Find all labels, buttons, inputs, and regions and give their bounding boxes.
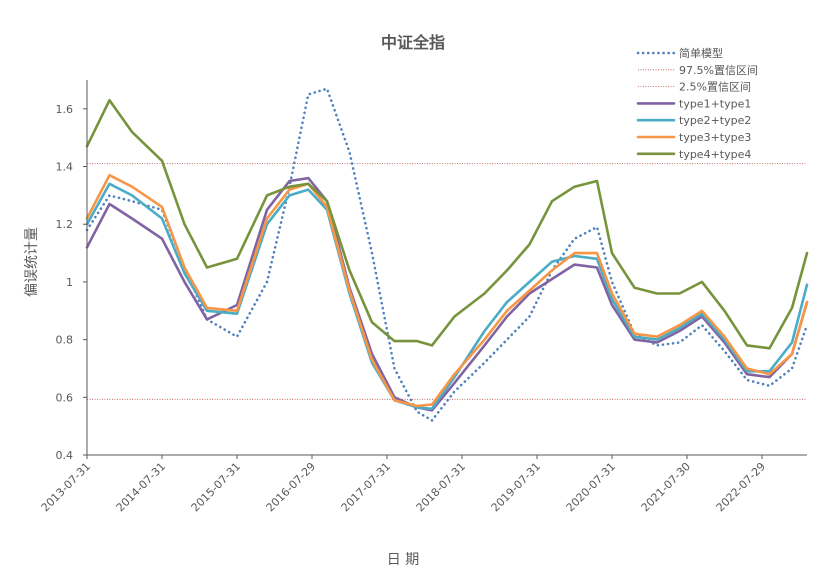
chart-title: 中证全指 <box>381 33 445 52</box>
x-tick-label: 2019-07-31 <box>489 460 543 514</box>
y-axis-label: 偏误统计量 <box>24 227 40 297</box>
y-tick-label: 0.6 <box>56 391 74 404</box>
legend-label-4: type1+type1 <box>679 97 751 110</box>
x-tick-label: 2013-07-31 <box>39 460 93 514</box>
x-tick-label: 2014-07-31 <box>114 460 168 514</box>
plot-area <box>85 87 809 422</box>
legend: 简单模型 97.5%置信区间 2.5%置信区间 type1+type1 type2+ty… <box>636 46 758 161</box>
x-axis-label: 日 期 <box>387 552 419 568</box>
legend-label-7: type4+type4 <box>679 148 751 161</box>
y-tick-label: 1 <box>66 276 73 289</box>
y-tick-label: 0.8 <box>56 334 74 347</box>
legend-label-3: 2.5%置信区间 <box>679 81 751 94</box>
x-tick-label: 2015-07-31 <box>189 460 243 514</box>
series-line-5 <box>85 98 809 350</box>
x-tick-label: 2017-07-31 <box>339 460 393 514</box>
legend-label-2: 97.5%置信区间 <box>679 64 758 77</box>
x-tick-label: 2021-07-30 <box>639 460 693 514</box>
legend-label-5: type2+type2 <box>679 114 751 127</box>
series-line-4 <box>85 173 809 408</box>
legend-label-6: type3+type3 <box>679 131 751 144</box>
x-tick-label: 2016-07-29 <box>264 460 318 514</box>
x-tick-label: 2020-07-31 <box>564 460 618 514</box>
y-tick-label: 1.4 <box>56 161 74 174</box>
x-tick-label: 2018-07-31 <box>414 460 468 514</box>
axes: 0.4 0.6 0.8 1 1.2 1.4 1.6 2013-07-31 2014-07-31 2… <box>39 80 807 514</box>
y-tick-label: 1.2 <box>56 218 74 231</box>
series-line-3 <box>85 182 809 411</box>
series-line-1 <box>85 87 809 422</box>
y-tick-label: 1.6 <box>56 103 74 116</box>
x-tick-label: 2022-07-29 <box>714 460 768 514</box>
series-line-2 <box>85 176 809 412</box>
legend-label-1: 简单模型 <box>679 46 723 60</box>
y-tick-label: 0.4 <box>56 449 74 462</box>
